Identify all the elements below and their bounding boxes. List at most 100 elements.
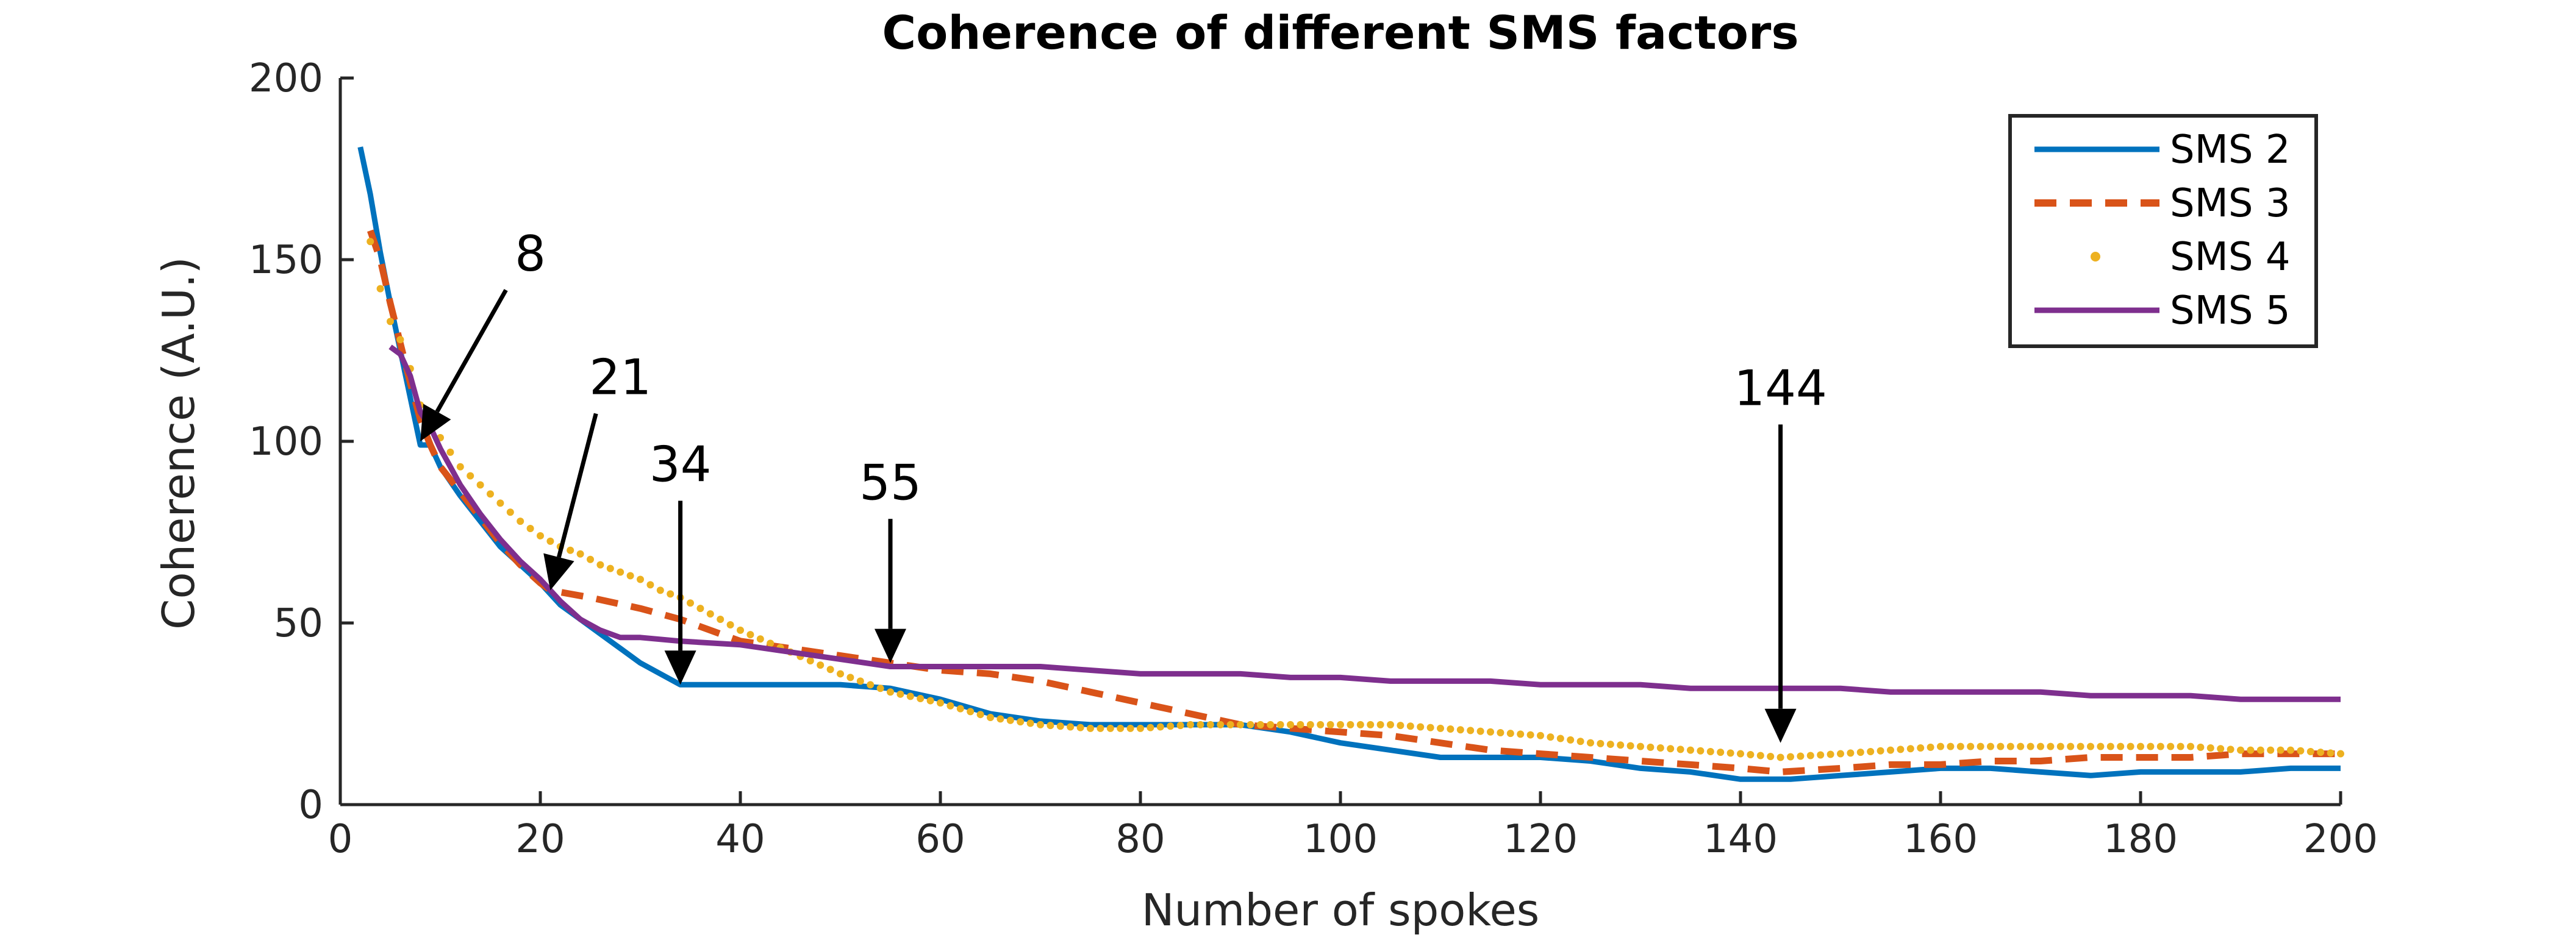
data-point — [446, 448, 454, 456]
data-point — [937, 699, 944, 707]
data-point — [2067, 742, 2075, 750]
data-point — [1356, 721, 1364, 728]
data-point — [2197, 743, 2205, 751]
data-point — [1617, 741, 1625, 749]
data-point — [2027, 742, 2034, 750]
data-point — [646, 581, 654, 589]
data-point — [1717, 749, 1725, 756]
series-sms-5-line — [388, 344, 2341, 702]
legend-item: SMS 5 — [2034, 288, 2291, 333]
data-point — [2177, 742, 2184, 750]
data-point — [1526, 731, 1534, 739]
data-point — [1606, 741, 1614, 749]
data-point — [1106, 724, 1114, 732]
data-point — [817, 661, 825, 669]
data-point — [1367, 721, 1375, 728]
data-point — [2087, 742, 2094, 750]
data-point — [2156, 742, 2164, 750]
data-point — [2247, 746, 2255, 754]
legend-item: SMS 3 — [2034, 181, 2291, 226]
data-point — [1217, 721, 1225, 728]
data-point — [576, 550, 584, 558]
data-point — [1006, 716, 1014, 724]
x-tick-label: 140 — [1703, 817, 1778, 862]
data-point — [1927, 743, 1934, 751]
data-point — [546, 537, 554, 545]
data-point — [1247, 721, 1254, 728]
data-point — [1376, 721, 1384, 728]
x-tick-label: 120 — [1503, 817, 1578, 862]
annotation-144: 144 — [1734, 360, 1827, 743]
data-point — [1567, 736, 1575, 744]
x-tick-label: 20 — [515, 817, 565, 862]
data-point — [1726, 749, 1734, 757]
data-point — [2117, 742, 2125, 750]
data-point — [2127, 742, 2134, 750]
data-point — [1297, 721, 1304, 728]
data-point — [1176, 722, 1184, 730]
axes: 0 20 40 60 80 100 120 140 160 180 200 0 50 100 150 200 — [249, 56, 2378, 862]
annotation-arrow — [557, 413, 598, 558]
data-point — [456, 463, 464, 471]
y-tick-label: 200 — [249, 56, 323, 101]
data-point — [1387, 721, 1394, 728]
data-point — [1897, 746, 1905, 753]
y-tick-label: 100 — [249, 419, 323, 464]
data-point — [376, 285, 384, 293]
data-point — [706, 610, 714, 618]
data-point — [1937, 742, 1944, 750]
data-point — [1137, 724, 1144, 732]
data-point — [1276, 721, 1284, 728]
series-layer — [357, 146, 2344, 782]
data-point — [1067, 723, 1075, 731]
x-tick-label: 80 — [1115, 817, 1165, 862]
data-point — [1156, 723, 1164, 731]
data-point — [876, 685, 884, 692]
data-point — [926, 697, 934, 705]
data-point — [1626, 742, 1634, 750]
data-point — [2317, 749, 2325, 756]
x-tick-label: 40 — [715, 817, 765, 862]
data-point — [2047, 742, 2055, 750]
legend-label: SMS 2 — [2170, 127, 2291, 173]
annotation-arrowhead — [420, 404, 451, 441]
data-point — [1997, 742, 2005, 750]
annotation-layer: 8 21 34 55 144 — [420, 226, 1827, 743]
data-point — [2187, 742, 2194, 750]
annotation-arrowhead — [664, 650, 696, 685]
data-point — [2077, 742, 2084, 750]
legend-label: SMS 4 — [2170, 235, 2291, 280]
data-point — [1397, 722, 1404, 730]
data-point — [967, 708, 975, 716]
data-point — [1317, 721, 1325, 728]
data-point — [2006, 742, 2014, 750]
data-point — [1637, 742, 1644, 750]
data-point — [867, 681, 875, 689]
data-point — [1756, 752, 1764, 760]
data-point — [1256, 721, 1264, 728]
data-point — [496, 499, 504, 507]
data-point — [2297, 747, 2305, 755]
data-point — [1697, 747, 1705, 755]
y-axis-title: Coherence (A.U.) — [153, 257, 204, 630]
annotation-label: 8 — [515, 226, 546, 282]
data-point — [1426, 724, 1434, 731]
data-point — [1597, 739, 1605, 747]
data-point — [1837, 750, 1844, 758]
legend-marker — [2091, 252, 2100, 262]
data-point — [487, 490, 494, 498]
data-point — [1147, 724, 1154, 731]
data-point — [1517, 730, 1525, 738]
data-point — [667, 590, 674, 598]
data-point — [1547, 733, 1555, 741]
data-point — [856, 677, 864, 685]
data-point — [656, 586, 664, 594]
annotation-21: 21 — [543, 349, 651, 591]
data-point — [1046, 722, 1054, 730]
x-tick-label: 100 — [1303, 817, 1378, 862]
x-tick-label: 200 — [2303, 817, 2378, 862]
data-point — [387, 318, 394, 326]
data-point — [1306, 721, 1314, 728]
data-point — [1267, 721, 1275, 728]
